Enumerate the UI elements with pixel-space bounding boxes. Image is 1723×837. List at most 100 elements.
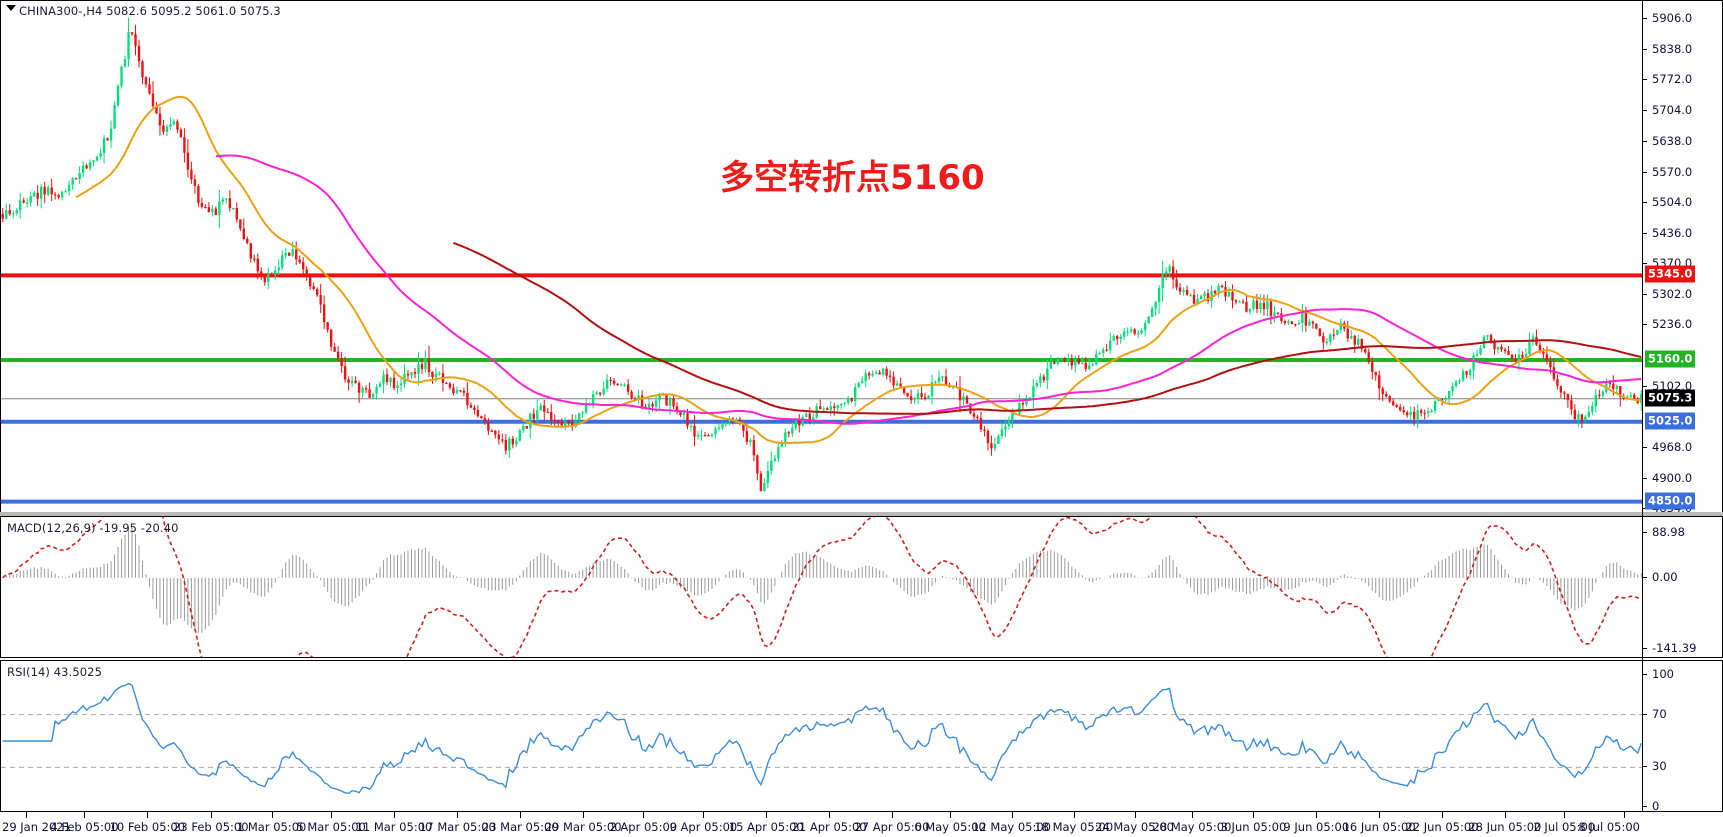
price-axis-tickmark [1642, 294, 1647, 296]
time-axis-tick: 12 May 05:00 [972, 820, 1051, 834]
chevron-down-icon[interactable] [6, 5, 16, 11]
rsi-axis-tick: 100 [1652, 667, 1674, 681]
price-axis-tickmark [1642, 477, 1647, 479]
time-axis-tickmark [1191, 812, 1193, 818]
price-chart-panel[interactable]: CHINA300-,H4 5082.6 5095.2 5061.0 5075.3 [0, 0, 1723, 512]
price-axis-tick: 4968.0 [1652, 439, 1693, 454]
price-axis-tick: 5570.0 [1652, 164, 1693, 179]
support-4850-badge[interactable]: 4850.0 [1645, 492, 1696, 510]
rsi-axis-tickmark [1642, 674, 1647, 675]
price-axis-tick: 5504.0 [1652, 194, 1693, 209]
candlestick-series [1, 17, 1643, 492]
macd-plot-area[interactable] [1, 517, 1643, 657]
macd-axis-tickmark [1642, 648, 1647, 649]
time-axis-tick: 21 Apr 05:00 [791, 820, 867, 834]
time-axis-tickmark [1073, 812, 1075, 818]
time-axis-tickmark [643, 812, 645, 818]
price-axis-tick: 5638.0 [1652, 133, 1693, 148]
time-axis-tickmark [331, 812, 333, 818]
time-axis-tick: 2 Jul 05:00 [1533, 820, 1596, 834]
time-axis-tickmark [583, 812, 585, 818]
chart-annotation-text: 多空转折点5160 [720, 158, 985, 198]
time-axis-tick: 15 Apr 05:00 [728, 820, 804, 834]
rsi-axis-tick: 0 [1652, 799, 1660, 813]
time-axis-tickmark [84, 812, 86, 818]
time-axis-tickmark [1504, 812, 1506, 818]
price-axis-tick: 5772.0 [1652, 72, 1693, 87]
time-axis-tick: 28 May 05:00 [1152, 820, 1232, 834]
time-axis-tickmark [1564, 812, 1566, 818]
pivot-5160-badge[interactable]: 5160.0 [1645, 350, 1696, 368]
macd-axis-tick: 0.00 [1652, 569, 1678, 584]
time-axis-tickmark [457, 812, 459, 818]
price-axis-tickmark [1642, 324, 1647, 326]
price-axis-tick: 4900.0 [1652, 470, 1693, 485]
time-axis-tick: 23 Mar 05:00 [481, 820, 559, 834]
time-axis-tickmark [520, 812, 522, 818]
time-axis-tick: 5 Mar 05:00 [296, 820, 366, 834]
time-axis-tickmark [891, 812, 893, 818]
macd-panel[interactable]: MACD(12,26,9) -19.95 -20.40 [0, 516, 1723, 658]
time-axis-tickmark [25, 812, 27, 818]
price-series-canvas [1, 17, 1643, 504]
time-axis-tickmark [1316, 812, 1318, 818]
time-axis-tickmark [210, 812, 212, 818]
time-axis-tickmark [1379, 812, 1381, 818]
time-axis-tick: 29 Jan 2021 [2, 820, 71, 834]
time-axis-tick: 23 Feb 05:00 [173, 820, 249, 834]
macd-histogram [5, 526, 1642, 633]
macd-series-canvas [2, 517, 1642, 657]
time-axis-tick: 4 Feb 05:00 [50, 820, 119, 834]
time-axis-tickmark [1624, 812, 1626, 818]
price-axis-tick: 5302.0 [1652, 287, 1693, 302]
panel-divider-lower [0, 658, 1723, 660]
symbol-legend: CHINA300-,H4 5082.6 5095.2 5061.0 5075.3 [19, 4, 281, 18]
resistance-5345-badge[interactable]: 5345.0 [1645, 265, 1696, 283]
time-axis-tick: 8 Jul 05:00 [1578, 820, 1640, 834]
macd-legend: MACD(12,26,9) -19.95 -20.40 [7, 521, 179, 535]
time-axis-tick: 2 Apr 05:00 [609, 820, 678, 834]
time-axis-tick: 29 Mar 05:00 [544, 820, 622, 834]
panel-divider-upper [0, 512, 1723, 516]
last-price-5075-badge[interactable]: 5075.3 [1645, 389, 1696, 407]
price-axis-tickmark [1642, 446, 1647, 448]
time-axis-tickmark [1134, 812, 1136, 818]
price-axis-tickmark [1642, 508, 1647, 509]
macd-line [2, 517, 1642, 657]
rsi-axis-tickmark [1642, 766, 1647, 768]
ma-slow [453, 241, 1642, 415]
time-axis-tickmark [1253, 812, 1255, 818]
time-axis-tick: 9 Apr 05:00 [669, 820, 738, 834]
support-5025-badge[interactable]: 5025.0 [1645, 412, 1696, 430]
price-axis-tickmark [1642, 385, 1647, 387]
time-axis-tickmark [950, 812, 952, 818]
time-axis-tick: 24 May 05:00 [1095, 820, 1174, 834]
rsi-plot-area[interactable] [1, 661, 1643, 811]
rsi-axis-tick: 30 [1652, 759, 1667, 774]
time-axis-tick: 9 Jun 05:00 [1283, 820, 1350, 834]
price-axis-tickmark [1642, 171, 1647, 173]
time-axis-tickmark [1011, 812, 1013, 818]
time-axis-tick: 28 Jun 05:00 [1468, 820, 1542, 834]
rsi-panel[interactable]: RSI(14) 43.5025 [0, 660, 1723, 812]
rsi-axis-tickmark [1642, 713, 1647, 715]
price-axis-tick: 5704.0 [1652, 103, 1693, 118]
price-axis-tick: 5236.0 [1652, 317, 1693, 332]
time-axis-tick: 16 Jun 05:00 [1342, 820, 1416, 834]
price-axis-tick: 5906.0 [1652, 11, 1693, 25]
time-axis-tickmark [147, 812, 149, 818]
time-axis-tick: 6 May 05:00 [914, 820, 986, 834]
rsi-series-canvas [1, 682, 1643, 795]
macd-axis-tick: -141.39 [1652, 641, 1697, 655]
price-axis-tick: 5838.0 [1652, 42, 1693, 57]
time-axis[interactable]: 29 Jan 2021 4 Feb 05:00 10 Feb 05:00 23 Feb… [0, 812, 1723, 837]
price-axis-tickmark [1642, 263, 1647, 264]
rsi-legend: RSI(14) 43.5025 [7, 665, 102, 679]
price-axis-tickmark [1642, 49, 1647, 51]
macd-axis-tick: 88.98 [1652, 525, 1685, 539]
time-axis-tickmark [766, 812, 768, 818]
price-plot-area[interactable] [1, 1, 1643, 512]
price-axis-tick: 5102.0 [1652, 378, 1693, 393]
time-axis-tick: 11 Mar 05:00 [355, 820, 433, 834]
price-axis-tick: 5436.0 [1652, 225, 1693, 240]
